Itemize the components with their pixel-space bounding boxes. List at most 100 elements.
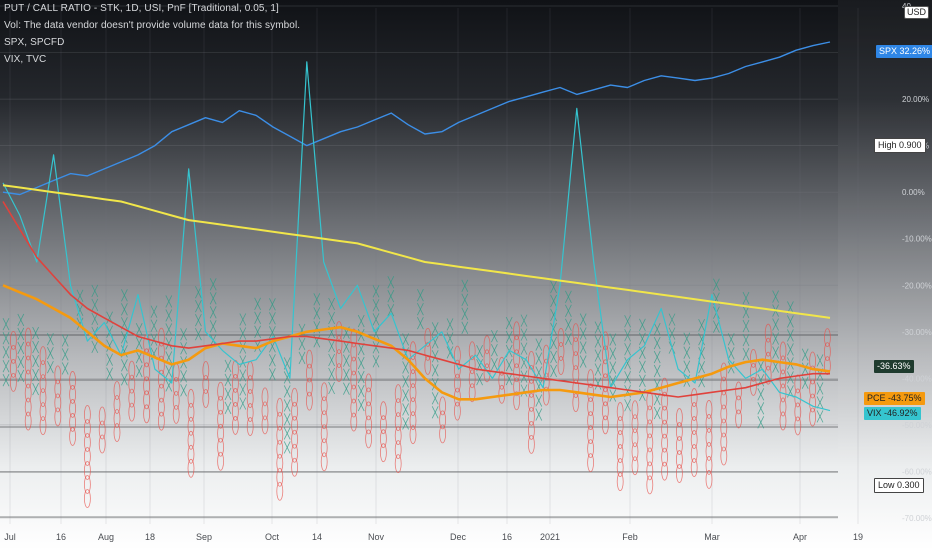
pnf-x-mark — [239, 327, 247, 340]
pnf-o-mark — [676, 408, 683, 427]
pnf-o-mark — [483, 363, 491, 383]
pnf-o-mark — [172, 376, 180, 396]
x-tick-label: Feb — [622, 532, 638, 542]
pnf-o-mark — [350, 356, 358, 376]
vix-price-tag: VIX -46.92% — [864, 407, 921, 420]
legend-title[interactable]: PUT / CALL RATIO - STK, 1D, USI, PnF [Tr… — [4, 3, 279, 14]
series-line-spx[interactable] — [2, 41, 831, 196]
pnf-o-mark — [453, 401, 461, 421]
pnf-x-mark — [372, 355, 380, 368]
pnf-o-mark — [705, 442, 713, 461]
pnf-o-mark — [246, 417, 254, 436]
pnf-x-mark — [772, 290, 779, 303]
y-tick-label: -30.00% — [902, 328, 932, 337]
pnf-o-mark — [542, 358, 550, 378]
pnf-x-mark — [816, 396, 824, 409]
pnf-x-mark — [283, 371, 291, 384]
pnf-o-mark — [453, 373, 461, 393]
pnf-x-mark — [313, 293, 321, 306]
pnf-o-mark — [187, 430, 195, 450]
pnf-o-mark — [409, 411, 417, 431]
pnf-o-mark — [365, 429, 373, 449]
pnf-x-mark — [165, 309, 173, 322]
pnf-o-mark — [54, 365, 62, 385]
pnf-o-mark — [54, 393, 62, 413]
pnf-x-mark — [32, 326, 39, 340]
pnf-o-mark — [468, 341, 476, 361]
pnf-o-mark — [335, 335, 343, 355]
high-tag-value: 0.900 — [899, 140, 922, 150]
pnf-x-mark — [283, 441, 291, 454]
pnf-o-mark — [335, 321, 343, 341]
pnf-o-mark — [661, 461, 668, 481]
pnf-x-mark — [550, 364, 557, 378]
pnf-o-mark — [320, 438, 328, 458]
pnf-o-mark — [113, 409, 121, 428]
pnf-x-mark — [787, 343, 794, 356]
low-tag-value: 0.300 — [897, 480, 920, 490]
pnf-o-mark — [394, 398, 402, 418]
pnf-o-mark — [24, 383, 32, 403]
pnf-o-mark — [720, 362, 728, 382]
pnf-x-mark — [283, 413, 291, 426]
pnf-o-mark — [231, 402, 239, 421]
pnf-o-mark — [143, 390, 151, 410]
pnf-o-mark — [246, 389, 254, 408]
pnf-o-mark — [54, 379, 62, 399]
pnf-x-mark — [505, 372, 513, 386]
y-tick-label: -10.00% — [902, 235, 932, 244]
pnf-x-mark — [757, 360, 765, 373]
pnf-x-mark — [431, 350, 439, 363]
pnf-o-mark — [676, 436, 683, 455]
pnf-o-mark — [587, 397, 594, 416]
pnf-o-mark — [779, 341, 787, 361]
pnf-x-mark — [624, 371, 631, 384]
series-line-pnf-ma-1[interactable] — [2, 201, 830, 398]
currency-label[interactable]: USD — [904, 6, 930, 19]
pnf-x-mark — [565, 290, 572, 303]
pnf-o-mark — [468, 383, 476, 403]
pnf-x-mark — [106, 353, 113, 366]
pnf-o-mark — [646, 475, 654, 495]
pnf-x-mark — [387, 304, 395, 317]
pnf-x-mark — [727, 347, 735, 360]
pnf-o-mark — [231, 374, 239, 393]
pnf-x-mark — [816, 410, 824, 423]
pnf-o-mark — [157, 397, 165, 417]
pnf-x-mark — [269, 368, 276, 381]
pnf-o-mark — [69, 413, 76, 432]
pnf-o-mark — [809, 393, 816, 413]
pnf-x-mark — [653, 406, 661, 420]
pnf-x-mark — [61, 348, 69, 361]
series-line-pnf-ma-2[interactable] — [2, 184, 831, 319]
pnf-x-mark — [165, 323, 173, 336]
pnf-o-mark — [365, 401, 373, 421]
legend-compare-spx[interactable]: SPX, SPCFD — [4, 37, 65, 48]
legend-compare-vix[interactable]: VIX, TVC — [4, 54, 47, 65]
pnf-o-mark — [735, 395, 742, 415]
pnf-o-mark — [824, 356, 831, 376]
pnf-o-mark — [276, 411, 284, 431]
pnf-x-mark — [343, 382, 350, 395]
pnf-x-mark — [47, 346, 54, 360]
pnf-x-mark — [239, 313, 247, 326]
pnf-o-mark — [468, 369, 476, 389]
series-line-vix[interactable] — [2, 61, 831, 412]
pnf-x-mark — [431, 406, 439, 419]
pnf-x-mark — [150, 305, 158, 318]
pnf-x-mark — [742, 319, 750, 333]
pnf-x-mark — [135, 365, 143, 378]
pnf-x-mark — [520, 328, 528, 341]
pnf-o-mark — [439, 410, 447, 430]
pnf-o-mark — [69, 371, 76, 390]
pnf-o-mark — [9, 372, 17, 392]
price-scale-panel[interactable] — [838, 0, 932, 550]
pnf-o-mark — [379, 401, 387, 421]
series-line-pce[interactable] — [2, 284, 831, 401]
x-tick-label: 16 — [56, 532, 66, 542]
pnf-x-mark — [505, 316, 513, 330]
pnf-o-mark — [69, 427, 76, 446]
pnf-o-mark — [779, 355, 787, 375]
